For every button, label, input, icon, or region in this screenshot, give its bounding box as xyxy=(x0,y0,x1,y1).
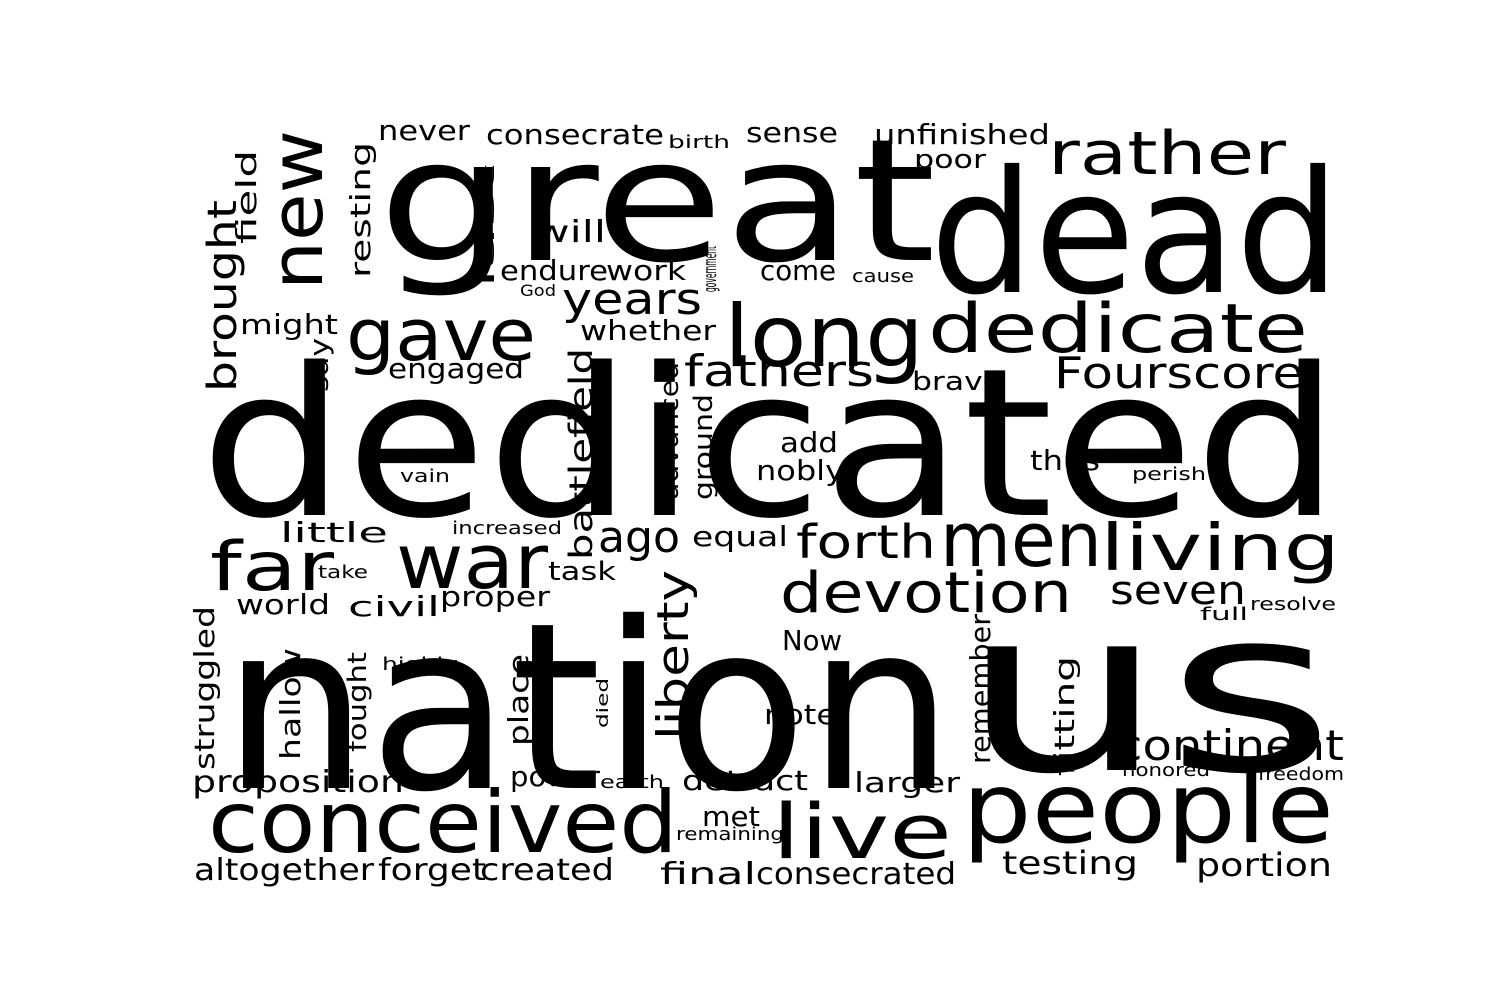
word-live: live xyxy=(772,787,952,876)
word-place: place xyxy=(502,654,535,746)
word-continent: continent xyxy=(1116,721,1344,770)
word-advanced: advanced xyxy=(655,362,685,500)
word-struggled: struggled xyxy=(188,606,221,770)
word-nobly: nobly xyxy=(756,454,844,487)
word-thus: thus xyxy=(1030,444,1100,477)
word-increased: increased xyxy=(452,518,562,539)
word-fathers: fathers xyxy=(684,346,874,397)
word-add: add xyxy=(780,426,838,459)
word-unfinished: unfinished xyxy=(874,118,1050,151)
word-come: come xyxy=(760,254,836,287)
word-battlefield: battlefield xyxy=(562,348,600,560)
word-Fourscore: Fourscore xyxy=(1054,348,1304,399)
word-rather: rather xyxy=(1048,119,1286,189)
word-never: never xyxy=(378,114,471,147)
word-work: work xyxy=(606,254,687,287)
word-measure: measure xyxy=(537,664,556,748)
word-brave: brave xyxy=(912,367,1002,397)
word-portion: portion xyxy=(1196,846,1332,884)
word-died: died xyxy=(593,678,612,728)
word-larger: larger xyxy=(854,766,961,799)
word-altogether: altogether xyxy=(194,853,375,888)
word-say: say xyxy=(305,338,335,392)
word-earth: earth xyxy=(600,772,664,793)
word-met: met xyxy=(702,800,760,833)
word-devotion: devotion xyxy=(780,561,1072,626)
word-ground: ground xyxy=(689,394,719,500)
word-testing: testing xyxy=(1002,844,1138,882)
word-poor: poor xyxy=(914,145,986,175)
word-freedom: freedom xyxy=(1258,764,1344,785)
word-forget: forget xyxy=(378,853,486,888)
word-proper: proper xyxy=(440,580,551,613)
word-equal: equal xyxy=(692,520,788,553)
word-nation: nation xyxy=(222,573,954,843)
word-dedicated: dedicated xyxy=(200,324,1340,564)
word-brought: brought xyxy=(200,200,246,392)
word-note: note xyxy=(764,698,836,731)
word-detract: detract xyxy=(682,764,808,797)
word-remember: remember xyxy=(964,614,997,764)
word-proposition: proposition xyxy=(192,765,404,800)
word-task: task xyxy=(548,557,616,587)
word-far: far xyxy=(210,528,334,607)
word-perish: perish xyxy=(1132,464,1206,485)
word-world: world xyxy=(236,588,330,621)
word-fitting: fitting xyxy=(1048,656,1081,776)
word-resting: resting xyxy=(344,142,377,278)
word-great: great xyxy=(378,103,936,301)
word-take: take xyxy=(318,562,368,583)
word-full: full xyxy=(1200,604,1248,625)
word-cause: cause xyxy=(852,266,914,287)
word-gave: gave xyxy=(346,293,536,377)
word-liberty: liberty xyxy=(648,570,699,740)
word-honored: honored xyxy=(1122,760,1210,781)
word-government: last xyxy=(479,164,498,288)
word-whether: whether xyxy=(580,314,717,347)
word-men: men xyxy=(940,495,1102,584)
word-long: long xyxy=(724,287,924,387)
word-years: years xyxy=(562,274,702,325)
word-remaining: remaining xyxy=(676,824,784,845)
word-us: us xyxy=(960,561,1335,824)
word-hallow: hallow xyxy=(274,648,307,760)
word-civil: civil xyxy=(348,590,440,623)
word-seven: seven xyxy=(1110,568,1246,614)
word-will: will xyxy=(534,215,606,250)
word-living: living xyxy=(1100,512,1340,586)
word-might: might xyxy=(240,308,338,341)
word-consecrated: consecrated xyxy=(756,857,956,892)
word-created: created xyxy=(480,853,614,888)
word-ago: ago xyxy=(598,512,680,563)
word-little: little xyxy=(280,516,388,549)
word-birth: birth xyxy=(668,132,730,153)
word-new: new xyxy=(255,130,339,290)
word-fought: fought xyxy=(343,652,373,752)
word-last: government xyxy=(700,246,721,292)
vertical-words: new brought field resting last governmen… xyxy=(188,130,1081,776)
word-engaged: engaged xyxy=(388,352,524,385)
word-endure: endure xyxy=(500,254,608,287)
word-sense: sense xyxy=(746,116,838,149)
word-vain: vain xyxy=(400,466,450,487)
word-people: people xyxy=(962,752,1334,866)
word-final: final xyxy=(660,857,756,892)
word-Now: Now xyxy=(782,624,842,657)
word-power: power xyxy=(510,760,601,793)
word-God: God xyxy=(520,281,556,300)
word-dead: dead xyxy=(930,135,1340,333)
word-dedicate: dedicate xyxy=(928,290,1308,369)
word-consecrate: consecrate xyxy=(486,118,664,151)
word-war: war xyxy=(396,517,549,606)
word-forth: forth xyxy=(796,515,936,569)
word-resolve: resolve xyxy=(1250,594,1336,615)
word-highly: highly xyxy=(382,654,458,675)
word-conceived: conceived xyxy=(208,773,678,873)
word-field: field xyxy=(230,150,263,244)
